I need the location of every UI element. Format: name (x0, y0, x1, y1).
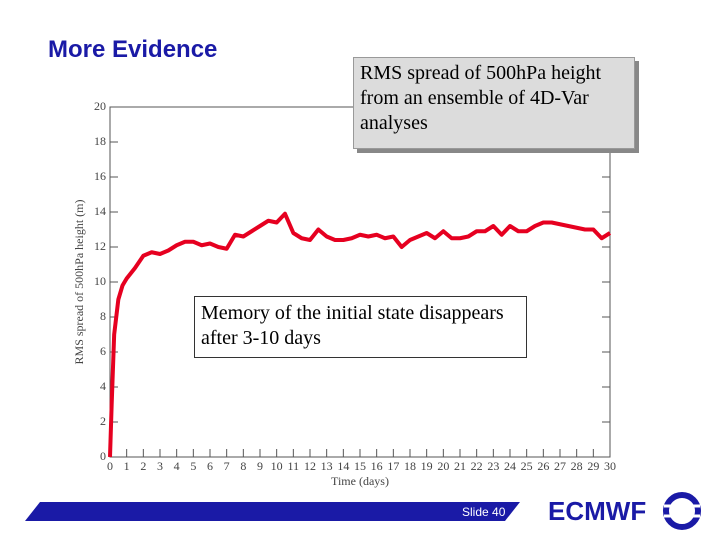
x-tick-label: 13 (321, 459, 333, 473)
y-tick-label: 20 (94, 99, 106, 113)
x-tick-label: 24 (504, 459, 516, 473)
logo-mark (663, 492, 701, 530)
slide-number: Slide 40 (462, 505, 506, 519)
x-tick-label: 16 (371, 459, 383, 473)
x-tick-label: 9 (257, 459, 263, 473)
x-tick-label: 0 (107, 459, 113, 473)
x-tick-label: 7 (224, 459, 230, 473)
y-tick-label: 16 (94, 169, 106, 183)
x-tick-label: 11 (288, 459, 300, 473)
x-tick-label: 29 (587, 459, 599, 473)
x-tick-label: 3 (157, 459, 163, 473)
x-tick-label: 30 (604, 459, 616, 473)
y-tick-label: 2 (100, 414, 106, 428)
x-tick-label: 18 (404, 459, 416, 473)
x-tick-label: 12 (304, 459, 316, 473)
y-tick-label: 6 (100, 344, 106, 358)
x-tick-label: 27 (554, 459, 566, 473)
y-tick-label: 4 (100, 379, 106, 393)
x-tick-label: 10 (271, 459, 283, 473)
x-tick-label: 1 (124, 459, 130, 473)
x-axis-label: Time (days) (331, 474, 389, 488)
x-tick-label: 23 (487, 459, 499, 473)
y-axis-label: RMS spread of 500hPa height (m) (72, 200, 86, 365)
y-tick-label: 14 (94, 204, 106, 218)
x-tick-label: 19 (421, 459, 433, 473)
y-tick-label: 10 (94, 274, 106, 288)
plot-frame (109, 106, 611, 458)
x-tick-label: 28 (571, 459, 583, 473)
y-tick-label: 8 (100, 309, 106, 323)
footer-bar (25, 502, 520, 521)
x-tick-label: 17 (387, 459, 399, 473)
x-tick-label: 8 (240, 459, 246, 473)
x-tick-label: 26 (537, 459, 549, 473)
y-tick-label: 18 (94, 134, 106, 148)
annotation: Memory of the initial state disappears a… (194, 296, 527, 358)
x-tick-label: 14 (337, 459, 349, 473)
slide-title: More Evidence (48, 36, 218, 63)
x-tick-label: 22 (471, 459, 483, 473)
x-tick-label: 4 (174, 459, 180, 473)
y-tick-label: 12 (94, 239, 106, 253)
x-tick-label: 2 (140, 459, 146, 473)
annotation: RMS spread of 500hPa height from an ense… (353, 57, 635, 149)
logo-text: ECMWF (548, 496, 647, 526)
x-tick-label: 5 (190, 459, 196, 473)
x-tick-label: 6 (207, 459, 213, 473)
x-tick-label: 21 (454, 459, 466, 473)
y-tick-label: 0 (100, 449, 106, 463)
x-tick-label: 20 (437, 459, 449, 473)
x-tick-label: 25 (521, 459, 533, 473)
x-tick-label: 15 (354, 459, 366, 473)
data-line (108, 211, 612, 458)
